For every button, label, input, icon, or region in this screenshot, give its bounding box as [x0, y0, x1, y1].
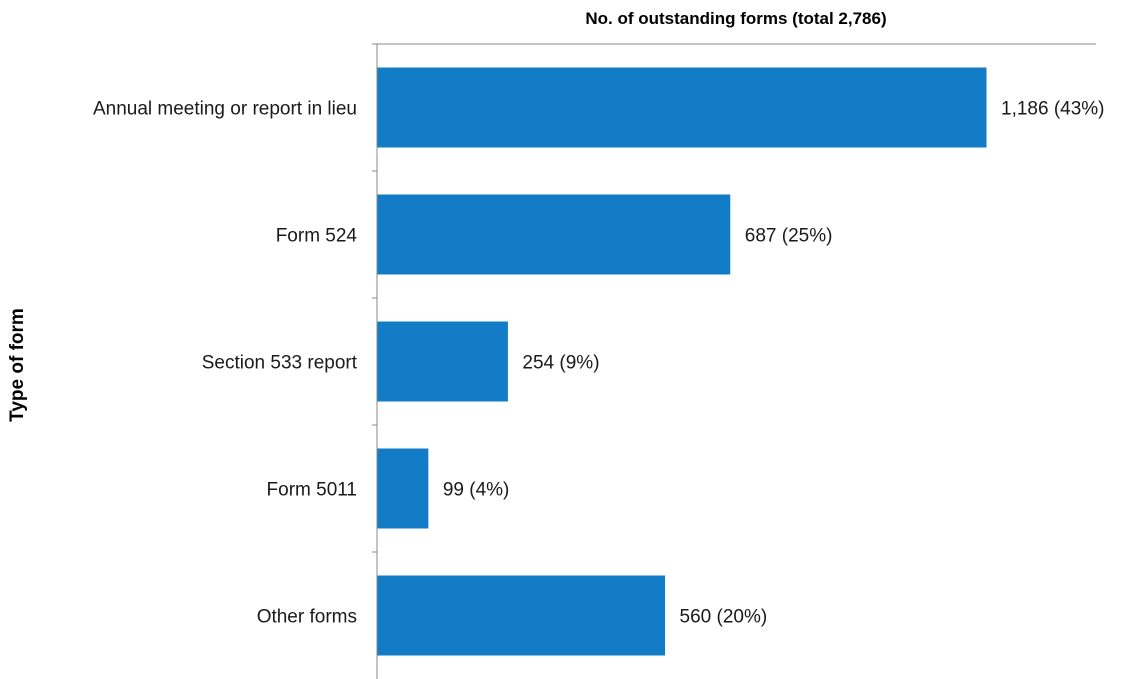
bar-2: [377, 194, 731, 275]
category-label: Other forms: [257, 607, 357, 628]
axes: [372, 43, 1096, 679]
data-label: 687 (25%): [745, 226, 833, 247]
data-label: 99 (4%): [443, 480, 510, 501]
bar-5: [377, 575, 666, 656]
category-label: Form 524: [276, 226, 358, 247]
bars: [377, 67, 987, 656]
data-label: 560 (20%): [680, 607, 768, 628]
labels: Annual meeting or report in lieu 1,186 (4…: [93, 99, 1105, 628]
y-axis-title: Type of form: [7, 308, 28, 422]
data-label: 254 (9%): [522, 353, 599, 374]
bar-3: [377, 321, 508, 402]
category-label: Section 533 report: [202, 353, 358, 374]
data-label: 1,186 (43%): [1001, 99, 1105, 120]
bar-1: [377, 67, 987, 148]
chart-title: No. of outstanding forms (total 2,786): [585, 9, 886, 28]
category-label: Annual meeting or report in lieu: [93, 99, 357, 120]
bar-4: [377, 448, 429, 529]
category-label: Form 5011: [267, 480, 357, 501]
